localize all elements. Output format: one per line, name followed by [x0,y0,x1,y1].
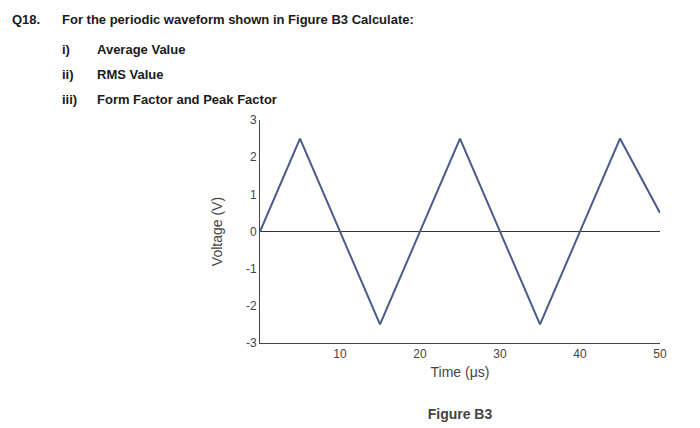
svg-text:30: 30 [493,347,507,361]
svg-text:Form Factor and Peak Factor: Form Factor and Peak Factor [97,92,277,107]
svg-text:i): i) [62,42,70,57]
svg-text:Q18.: Q18. [12,12,40,27]
svg-text:20: 20 [413,347,427,361]
svg-text:RMS Value: RMS Value [97,67,163,82]
svg-text:3: 3 [250,113,257,127]
svg-text:For the periodic waveform show: For the periodic waveform shown in Figur… [62,12,414,27]
svg-text:10: 10 [333,347,347,361]
svg-text:-2: -2 [246,299,257,313]
svg-text:1: 1 [250,188,257,202]
svg-text:ii): ii) [62,67,74,82]
svg-text:Time (μs): Time (μs) [431,364,490,380]
svg-text:Voltage (V): Voltage (V) [209,197,225,266]
svg-text:0: 0 [250,225,257,239]
svg-text:-1: -1 [246,262,257,276]
svg-text:2: 2 [250,150,257,164]
svg-text:40: 40 [573,347,587,361]
svg-text:-3: -3 [246,336,257,350]
svg-text:iii): iii) [62,92,77,107]
svg-text:Average Value: Average Value [97,42,185,57]
svg-text:50: 50 [653,347,667,361]
svg-text:Figure B3: Figure B3 [428,406,493,422]
